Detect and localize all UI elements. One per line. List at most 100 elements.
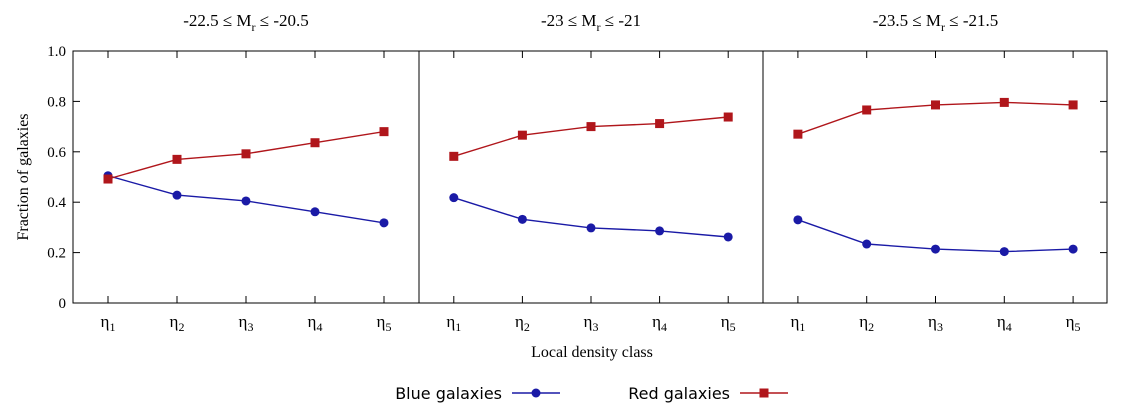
x-axis-label: Local density class	[531, 344, 653, 361]
data-point	[999, 247, 1009, 257]
series-blue-galaxies	[449, 193, 733, 242]
data-point	[793, 129, 803, 139]
legend-label: Blue galaxies	[395, 384, 502, 403]
x-tick-label: η3	[239, 312, 254, 334]
x-tick-label-base: η	[721, 312, 730, 331]
x-tick-label-subscript: 3	[592, 320, 598, 334]
x-tick-label-subscript: 5	[1075, 320, 1081, 334]
x-tick-label-base: η	[790, 312, 799, 331]
x-tick-label: η5	[721, 312, 736, 334]
x-tick-label: η3	[928, 312, 943, 334]
data-point	[241, 149, 251, 159]
x-tick-label-base: η	[997, 312, 1006, 331]
x-tick-label-subscript: 3	[247, 320, 253, 334]
panel-title-subscript: r	[941, 20, 945, 34]
x-tick-label-base: η	[1066, 312, 1075, 331]
x-tick-label-base: η	[928, 312, 937, 331]
shared-axes: Fraction of galaxies Local density class	[15, 113, 653, 361]
x-tick-label-subscript: 5	[730, 320, 736, 334]
y-tick-label: 0.2	[47, 246, 66, 262]
series-red-galaxies	[793, 97, 1078, 139]
data-point	[172, 154, 182, 164]
series-red-galaxies	[103, 127, 389, 184]
x-tick-label-subscript: 2	[524, 320, 530, 334]
x-tick-label-base: η	[308, 312, 317, 331]
panel-title: -22.5 ≤ Mr ≤ -20.5	[183, 11, 309, 34]
legend-label: Red galaxies	[628, 384, 730, 403]
x-tick-label: η1	[790, 312, 805, 334]
panel-title-main: -23 ≤ M	[541, 11, 597, 30]
data-point	[449, 193, 459, 203]
x-tick-label: η1	[446, 312, 461, 334]
data-point	[172, 190, 182, 200]
panel-title: -23.5 ≤ Mr ≤ -21.5	[873, 11, 999, 34]
data-point	[931, 100, 940, 110]
data-point	[655, 119, 665, 129]
x-tick-label-base: η	[101, 312, 110, 331]
x-tick-label-subscript: 1	[455, 320, 461, 334]
panel-title-rest: ≤ -21.5	[945, 11, 998, 30]
panel-title-rest: ≤ -21	[601, 11, 642, 30]
y-tick-label: 0	[59, 296, 67, 312]
data-point	[1068, 100, 1078, 110]
panel-title: -23 ≤ Mr ≤ -21	[541, 11, 641, 34]
x-tick-label: η4	[652, 312, 667, 334]
x-tick-label: η3	[584, 312, 599, 334]
panel-title-subscript: r	[597, 20, 601, 34]
x-tick-label: η2	[515, 312, 530, 334]
data-point	[310, 207, 320, 217]
x-tick-label-base: η	[446, 312, 455, 331]
data-point	[517, 214, 527, 224]
data-point	[999, 97, 1009, 107]
data-point	[862, 239, 872, 249]
x-tick-label: η5	[1066, 312, 1081, 334]
panel-title-subscript: r	[252, 20, 256, 34]
x-tick-label-subscript: 4	[316, 320, 322, 334]
x-tick-label-base: η	[239, 312, 248, 331]
data-point	[793, 215, 803, 225]
series-blue-galaxies	[793, 215, 1078, 257]
data-point	[1068, 244, 1078, 254]
x-tick-label-subscript: 2	[868, 320, 874, 334]
data-point	[379, 127, 389, 137]
panel-1: -22.5 ≤ Mr ≤ -20.5η1 η2 η3 η4 η5	[101, 11, 392, 334]
x-tick-label-subscript: 4	[1006, 320, 1012, 334]
y-tick-label: 0.6	[47, 145, 66, 161]
x-tick-label: η5	[377, 312, 392, 334]
legend-marker	[531, 388, 541, 398]
x-tick-label-subscript: 3	[937, 320, 943, 334]
data-point	[586, 122, 596, 132]
data-point	[103, 174, 113, 184]
x-tick-label: η4	[308, 312, 323, 334]
legend-entry-2: Red galaxies	[628, 384, 788, 403]
x-tick-label-base: η	[652, 312, 661, 331]
panel-title-rest: ≤ -20.5	[256, 11, 309, 30]
data-point	[723, 112, 733, 122]
data-point	[586, 223, 596, 233]
panel-title-main: -23.5 ≤ M	[873, 11, 941, 30]
legend: Blue galaxies Red galaxies	[395, 384, 788, 403]
x-tick-label: η2	[859, 312, 874, 334]
x-tick-label: η4	[997, 312, 1012, 334]
x-tick-label-base: η	[170, 312, 179, 331]
data-point	[862, 105, 872, 115]
panel-3: -23.5 ≤ Mr ≤ -21.5η1 η2 η3 η4 η5	[790, 11, 1080, 334]
data-point	[310, 138, 320, 148]
data-point	[379, 218, 389, 228]
y-tick-label: 1.0	[47, 44, 66, 60]
plot-frame	[72, 50, 1108, 304]
x-tick-label-subscript: 1	[799, 320, 805, 334]
x-tick-label-base: η	[584, 312, 593, 331]
x-tick-label: η2	[170, 312, 185, 334]
x-tick-label-base: η	[377, 312, 386, 331]
x-tick-label-subscript: 5	[385, 320, 391, 334]
data-point	[931, 244, 940, 254]
data-point	[517, 130, 527, 140]
legend-marker	[759, 388, 769, 398]
series-blue-galaxies	[103, 171, 389, 228]
data-point	[449, 151, 459, 161]
y-tick-label: 0.4	[47, 195, 66, 211]
panel-title-main: -22.5 ≤ M	[183, 11, 251, 30]
x-tick-label-subscript: 4	[661, 320, 667, 334]
